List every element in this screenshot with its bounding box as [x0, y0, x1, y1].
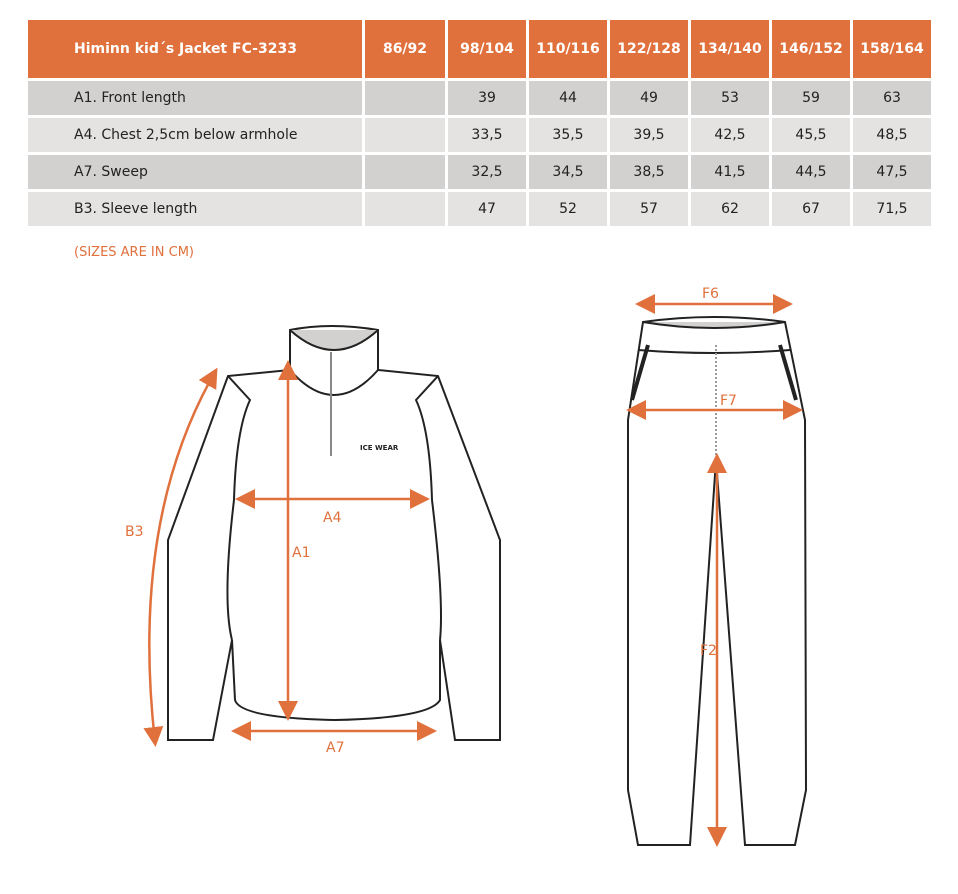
size-header: 146/152 — [772, 20, 850, 78]
measurement-label: A7. Sweep — [28, 155, 362, 189]
b3-arrow — [143, 367, 218, 747]
product-title: Himinn kid´s Jacket FC-3233 — [28, 20, 362, 78]
measurement-label: B3. Sleeve length — [28, 192, 362, 226]
units-note: (SIZES ARE IN CM) — [74, 245, 194, 260]
table-row: A7. Sweep 32,5 34,5 38,5 41,5 44,5 47,5 — [28, 155, 931, 189]
size-value: 47 — [448, 192, 526, 226]
label-f6: F6 — [702, 286, 719, 302]
size-value: 53 — [691, 81, 769, 115]
measurement-label: A1. Front length — [28, 81, 362, 115]
size-value: 48,5 — [853, 118, 931, 152]
size-header: 110/116 — [529, 20, 607, 78]
label-f7: F7 — [720, 393, 737, 409]
size-value: 39,5 — [610, 118, 688, 152]
size-value: 33,5 — [448, 118, 526, 152]
size-value: 49 — [610, 81, 688, 115]
size-value: 39 — [448, 81, 526, 115]
size-header: 134/140 — [691, 20, 769, 78]
size-value: 57 — [610, 192, 688, 226]
size-value: 63 — [853, 81, 931, 115]
measurement-label: A4. Chest 2,5cm below armhole — [28, 118, 362, 152]
measurement-arrows — [143, 294, 803, 847]
size-table: Himinn kid´s Jacket FC-3233 86/92 98/104… — [25, 17, 934, 229]
size-value: 44 — [529, 81, 607, 115]
size-header: 98/104 — [448, 20, 526, 78]
size-value: 38,5 — [610, 155, 688, 189]
label-b3: B3 — [125, 524, 144, 540]
size-value: 32,5 — [448, 155, 526, 189]
size-value — [365, 155, 445, 189]
size-value: 52 — [529, 192, 607, 226]
label-f2: F2 — [700, 643, 717, 659]
size-value: 67 — [772, 192, 850, 226]
size-value: 47,5 — [853, 155, 931, 189]
size-value: 44,5 — [772, 155, 850, 189]
label-a4: A4 — [323, 510, 342, 526]
size-value: 41,5 — [691, 155, 769, 189]
jacket-drawing — [167, 325, 501, 741]
size-value — [365, 81, 445, 115]
size-value: 42,5 — [691, 118, 769, 152]
size-value: 34,5 — [529, 155, 607, 189]
size-value: 71,5 — [853, 192, 931, 226]
table-row: A4. Chest 2,5cm below armhole 33,5 35,5 39,… — [28, 118, 931, 152]
label-a1: A1 — [292, 545, 310, 561]
size-header: 122/128 — [610, 20, 688, 78]
size-value: 45,5 — [772, 118, 850, 152]
table-header-row: Himinn kid´s Jacket FC-3233 86/92 98/104… — [28, 20, 931, 78]
size-value: 35,5 — [529, 118, 607, 152]
size-header: 158/164 — [853, 20, 931, 78]
label-a7: A7 — [326, 740, 344, 756]
size-value — [365, 192, 445, 226]
size-header: 86/92 — [365, 20, 445, 78]
size-value: 59 — [772, 81, 850, 115]
size-value: 62 — [691, 192, 769, 226]
size-value — [365, 118, 445, 152]
table-row: A1. Front length 39 44 49 53 59 63 — [28, 81, 931, 115]
ice-wear-logo: ICE WEAR — [360, 444, 399, 452]
table-row: B3. Sleeve length 47 52 57 62 67 71,5 — [28, 192, 931, 226]
